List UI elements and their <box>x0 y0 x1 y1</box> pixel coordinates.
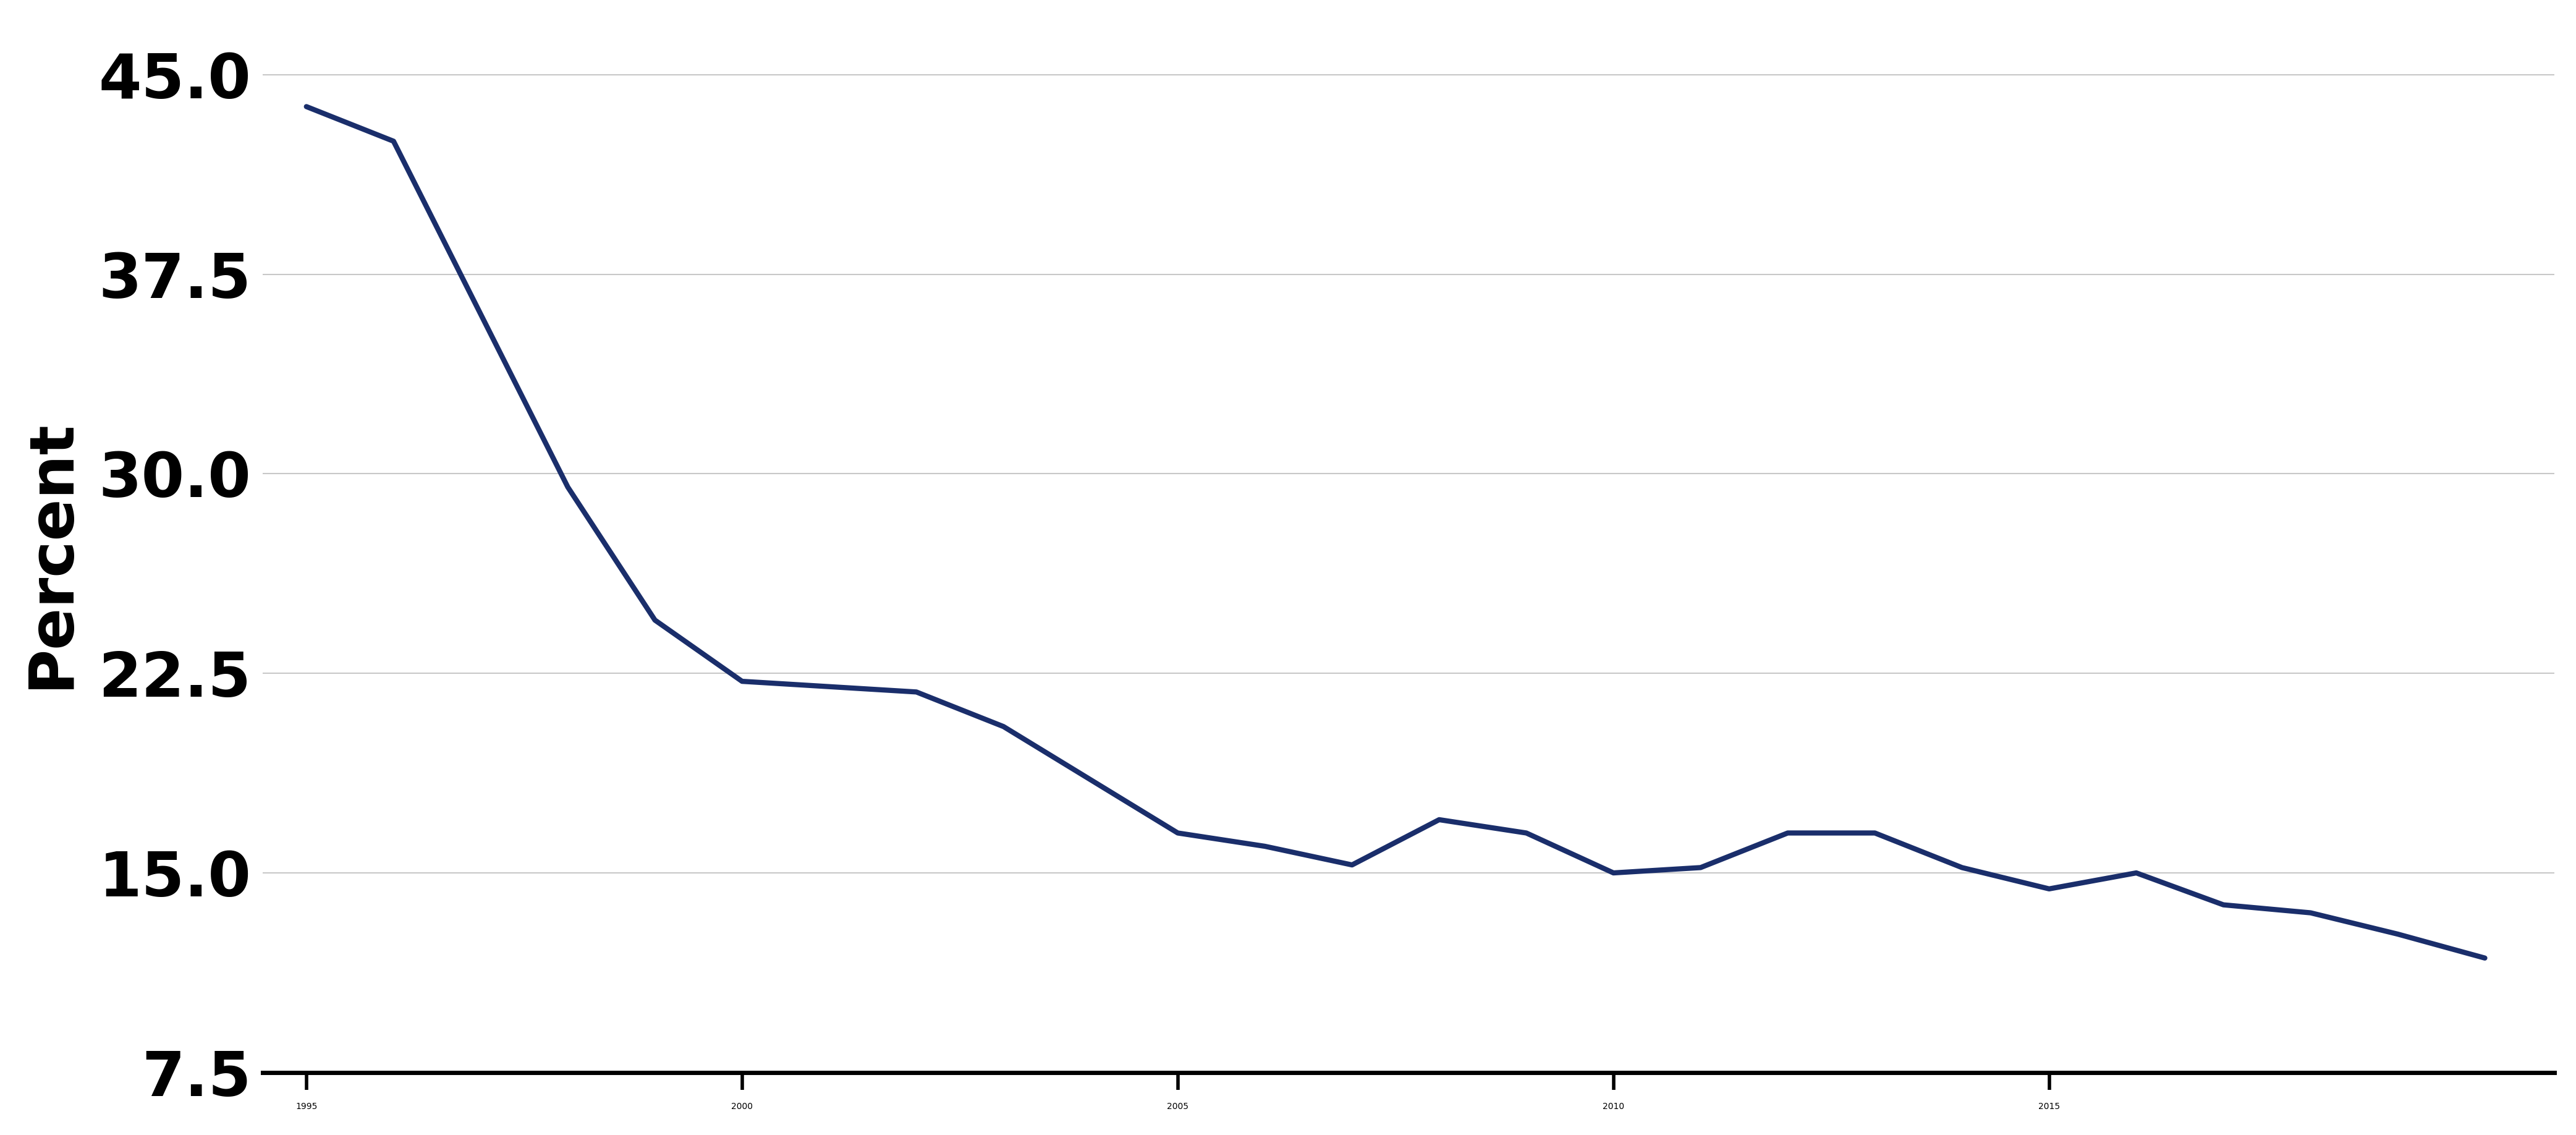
Y-axis label: Percent: Percent <box>21 419 82 689</box>
